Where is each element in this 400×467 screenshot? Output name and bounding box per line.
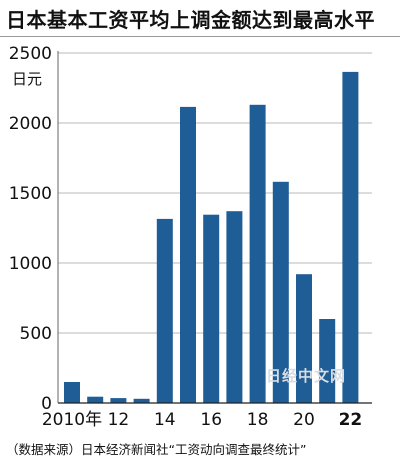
x-tick-label: 22 — [339, 410, 363, 430]
x-tick-label: 12 — [108, 410, 130, 430]
x-tick-label: 16 — [200, 410, 222, 430]
bars — [64, 71, 359, 404]
tick-labels: 0 500 1000 1500 2000 2500 日元 2010年 12 14 16 18 20 22 — [9, 44, 363, 430]
bar-2018 — [249, 104, 266, 404]
x-tick-label: 2010年 — [42, 410, 102, 430]
bar-2015 — [180, 106, 196, 404]
y-tick-label: 2500 — [9, 44, 52, 64]
watermark: 日经中文网 — [266, 367, 347, 385]
bar-2011 — [87, 396, 104, 403]
bar-2014 — [156, 218, 173, 403]
y-tick-label: 0 — [41, 394, 52, 414]
chart-title: 日本基本工资平均上调金额达到最高水平 — [6, 8, 375, 32]
y-tick-label: 500 — [20, 324, 52, 344]
bar-2020 — [296, 274, 312, 403]
y-tick-label: 1000 — [9, 254, 52, 274]
bar-2016 — [203, 214, 220, 403]
bar-2012 — [110, 398, 127, 403]
x-tick-label: 14 — [154, 410, 176, 430]
bar-2017 — [226, 211, 243, 403]
y-unit-label: 日元 — [12, 70, 42, 88]
title-divider — [0, 36, 400, 37]
bar-2022 — [342, 71, 359, 404]
bar-2010 — [64, 382, 80, 403]
axes — [57, 51, 372, 404]
x-tick-label: 18 — [247, 410, 269, 430]
bar-2019 — [272, 181, 289, 403]
y-tick-label: 1500 — [9, 184, 52, 204]
bar-2021 — [319, 319, 336, 403]
source-note: （数据来源）日本经济新闻社“工资动向调查最终统计” — [6, 442, 307, 457]
y-tick-label: 2000 — [9, 114, 52, 134]
bar-2013 — [133, 398, 150, 403]
x-tick-label: 20 — [293, 410, 315, 430]
